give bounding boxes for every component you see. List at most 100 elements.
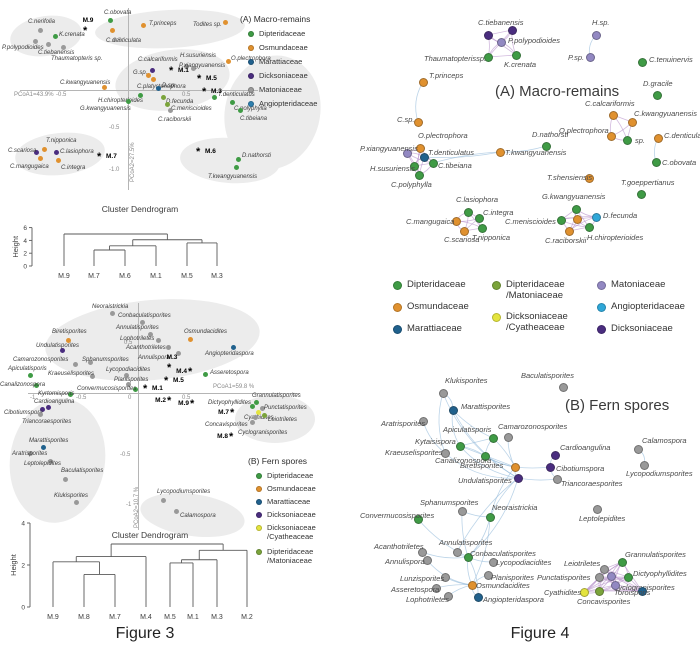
axis-tick-label: -0.5 [76,395,87,401]
legend-color-dot [597,325,606,334]
network-node [571,204,581,214]
network-node [639,460,649,470]
site-star-label: M.9 [178,400,189,407]
scatter-point-label: Kyrtomisporis [38,391,75,397]
scatter-point [125,98,131,104]
network-node [438,388,448,398]
network-node [572,214,582,224]
scatter-point [222,19,228,25]
network-node [579,587,589,597]
dendrogram-text: 2 [23,251,27,258]
network-node-label: C.kwangyuanensis [634,109,697,118]
legend-title: (A) Macro-remains [240,14,311,24]
network-node [556,215,566,225]
scatter-point-label: Convermucosisporites [77,386,137,392]
scatter-point [167,107,173,113]
legend-item: Dipteridaceae [248,29,305,39]
scatter-point-label: Undulatisporites [36,343,80,349]
site-star-marker: * [97,151,102,163]
scatter-point-label: Osmundacidites [184,329,228,335]
network-node-label: C.sp. [397,115,415,124]
scatter-point-label: Klukisporites [54,493,89,499]
network-node-label: Acanthotriletes [374,542,424,551]
legend-item: Dipteridaceae [256,471,313,481]
dendrogram-text: M.7 [109,614,121,621]
network-node-label: C.meniscioides [505,217,556,226]
network-node [550,450,560,460]
legend-color-dot [393,281,402,290]
network-node-label: C.lasiophora [456,195,499,204]
network-node [653,133,663,143]
scatter-point [62,476,68,482]
network-node [594,572,604,582]
scatter-point [101,84,107,90]
scatter-point-label: Calamospora [180,513,216,519]
scatter-point-label: C.polyphylla [234,106,267,112]
site-star-marker: * [197,73,202,85]
site-star-label: M.4 [176,368,187,375]
scatter-point [45,41,51,47]
legend-item-label: Marattiaceae [267,497,311,506]
network-node [622,135,632,145]
site-star-marker: * [229,431,234,443]
legend-item: Dicksoniaceae [256,510,316,520]
dendrogram-text: M.8 [78,614,90,621]
legend-color-dot [248,31,254,37]
scatter-point [40,444,46,450]
axis-tick-label: 0.5 [182,395,191,401]
network-node [448,405,458,415]
legend-item-label: Marattiaceae [407,323,462,334]
network-node [440,572,450,582]
network-node [488,433,498,443]
scatter-point-label: Cyclogranisporites [238,430,288,436]
scatter-point-label: Aratrisporites [12,451,48,457]
dendrogram-text: M.3 [211,614,223,621]
dendrogram-text: Height [9,553,18,576]
scatter-point [165,344,171,350]
network-node-label: Asseretospora [391,585,440,594]
network-node-label: C.raciborskii [545,236,587,245]
fig4-networkA-macroremains: C.tiebanensis P.polypodioides Thaumatopter… [360,5,700,275]
legend-item-label: Osmundaceae [259,43,308,52]
network-node-label: Undulatisporites [458,476,512,485]
network-node-label: Camarozonosporites [498,422,568,431]
legend-item-label: Angiopteridaceae [611,301,685,312]
scatter-point-label: Punctatisporites [264,405,307,411]
scatter-point [233,164,239,170]
scatter-point-label: C.mangugaica [10,164,49,170]
scatter-point [65,337,71,343]
legend-color-dot [248,87,254,93]
network-node [545,462,555,472]
network-node-label: C.integra [483,208,514,217]
network-edge [467,477,519,558]
scatter-point-label: K.crenata [59,32,85,38]
fig3-caption: Figure 3 [115,625,175,642]
scatter-point-label: Apiculatisporis [8,366,47,372]
network-node [409,161,419,171]
fig3-dendrogram-fernspores: 0 2 4 M.9 M.8 M.7 M.4 M.5 M.1 M.3 M.2 Cluster Dendr… [9,521,253,622]
legend-color-dot [256,525,262,531]
network-node-label: C.obovata [662,158,697,167]
network-edge [514,466,551,469]
network-node-label: C.denticulata [664,131,700,140]
network-node [488,557,498,567]
scatter-point [183,63,189,69]
network-node [402,148,412,158]
scatter-point [139,319,145,325]
network-node-label: Marattisporites [461,402,511,411]
legend-box: (B) Fern spores Dipteridaceae Osmundaceae M… [248,456,316,564]
scatter-point [37,155,43,161]
scatter-point [87,359,93,365]
scatter-point-label: T.princeps [149,21,177,27]
network-node [637,586,647,596]
legend-title: (B) Fern spores [248,456,308,466]
legend-item-label: Dicksoniaceae/Cyatheaceae [267,523,316,541]
scatter-point-label: Thaumatopteris sp. [51,56,103,62]
network-node-label: Baculatisporites [521,371,574,380]
network-node [513,473,523,483]
axis-tick-label: 0.5 [124,340,133,346]
scatter-point-label: C.integra [61,165,86,171]
site-star-label: M.5 [206,75,217,82]
network-node [483,30,493,40]
